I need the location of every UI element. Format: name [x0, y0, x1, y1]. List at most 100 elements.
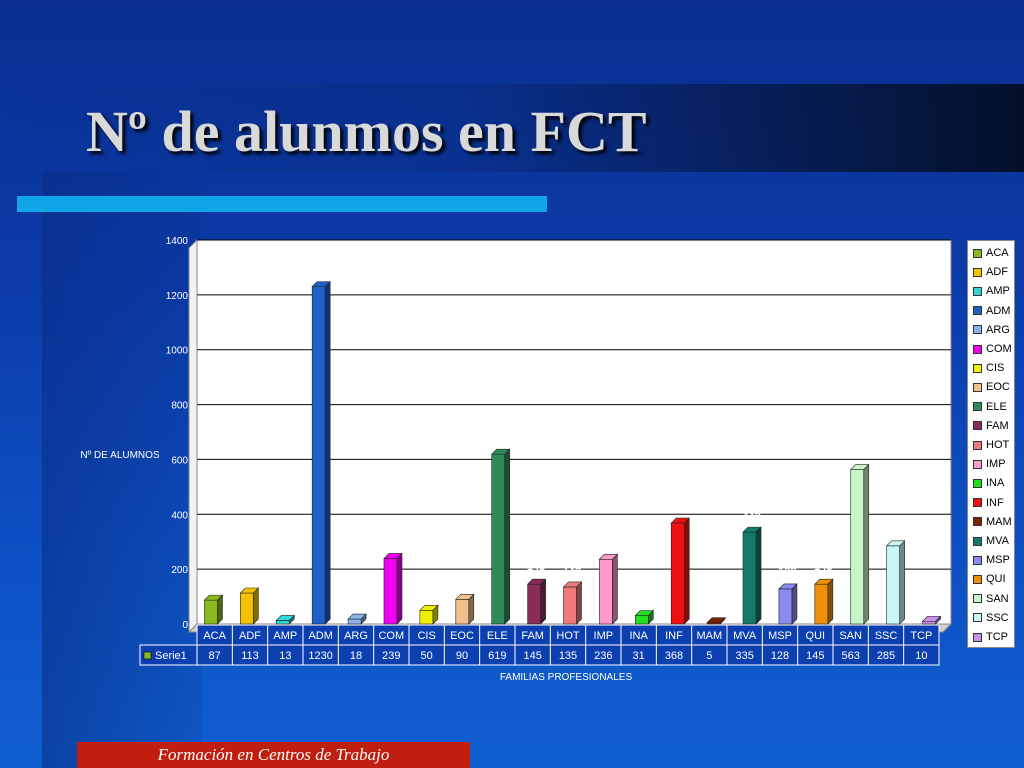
legend-label: QUI [986, 573, 1006, 586]
data-label: 128 [778, 566, 796, 578]
bar-side [253, 587, 259, 625]
table-value: 87 [209, 650, 221, 662]
bar-top [634, 610, 655, 616]
chart-legend: ACA ADF AMP ADM ARG COM CIS EOC ELE FAM HOT IMP INA I… [967, 240, 1015, 648]
bar [814, 583, 829, 625]
bar-side [683, 517, 690, 625]
bar [670, 522, 685, 625]
bar-top [347, 613, 367, 620]
data-label: 10 [925, 598, 937, 610]
legend-item: INA [973, 477, 1004, 489]
data-label: 285 [886, 523, 904, 535]
legend-swatch [973, 555, 982, 565]
legend-label: INF [986, 496, 1004, 509]
data-label: 135 [563, 564, 581, 576]
legend-item: ACA [973, 247, 1009, 259]
bar-side [863, 463, 870, 625]
bar-top [490, 448, 511, 455]
table-value: 335 [735, 650, 753, 662]
data-label: 619 [491, 431, 509, 443]
y-tick-label: 800 [171, 401, 188, 412]
bar-side [324, 280, 331, 625]
data-label: 236 [599, 536, 617, 548]
bar-side [612, 553, 618, 625]
table-category: COM [378, 630, 404, 642]
table-category: MVA [733, 630, 757, 642]
table-category: SAN [839, 630, 862, 642]
bar [742, 531, 757, 625]
bar-top [598, 553, 619, 560]
bar [922, 620, 936, 625]
bar-top [885, 540, 906, 547]
bar [275, 620, 290, 625]
table-category: EOC [450, 630, 474, 642]
bar-side [504, 448, 510, 625]
table-category: TCP [910, 630, 932, 642]
legend-label: HOT [986, 439, 1010, 451]
table-value: 50 [421, 650, 433, 662]
data-label: 335 [742, 509, 760, 521]
bar-side [791, 583, 798, 625]
table-value: 619 [488, 650, 506, 662]
table-value: 145 [806, 650, 824, 662]
legend-label: MAM [986, 515, 1012, 528]
legend-swatch [973, 517, 982, 527]
data-label: 113 [240, 570, 258, 582]
y-tick-label: 600 [171, 455, 188, 466]
table-value: 5 [706, 650, 712, 662]
table-value: 128 [771, 650, 789, 662]
bar-top [742, 526, 762, 533]
plot-side-wall [188, 238, 198, 634]
table-category: ADF [239, 630, 261, 642]
legend-item: ADM [973, 305, 1010, 317]
legend-swatch [973, 382, 982, 392]
table-category: SSC [875, 630, 898, 642]
legend-item: TCP [973, 631, 1008, 643]
legend-label: CIS [986, 362, 1005, 375]
legend-label: FAM [986, 419, 1009, 432]
bar [419, 609, 434, 625]
y-tick-label: 1200 [166, 291, 189, 302]
table-category: ADM [308, 630, 332, 642]
data-label: 145 [814, 561, 832, 573]
legend-label: TCP [986, 631, 1008, 643]
legend-item: MSP [973, 554, 1010, 566]
bar-top [670, 517, 690, 524]
table-value: 90 [456, 650, 468, 662]
bar [455, 599, 470, 625]
bar-top [850, 464, 870, 470]
table-value: 236 [594, 650, 612, 662]
legend-label: COM [986, 343, 1012, 355]
legend-label: MVA [986, 535, 1010, 547]
table-category: QUI [806, 630, 826, 642]
data-label: 5 [713, 600, 719, 612]
table-category: MAM [696, 630, 722, 642]
data-label: 1230 [308, 264, 332, 276]
bar [311, 286, 326, 625]
bar [599, 558, 613, 625]
y-axis-title: Nº DE ALUMNOS [80, 450, 160, 461]
data-label: 13 [279, 597, 291, 609]
y-tick-label: 1400 [166, 236, 189, 247]
legend-label: ELE [986, 400, 1007, 413]
bar [778, 588, 793, 625]
table-value: 13 [279, 650, 291, 662]
data-label: 563 [850, 447, 868, 459]
legend-swatch [973, 306, 982, 316]
table-value-row [139, 644, 940, 666]
table-category: INA [629, 630, 648, 642]
bar-top [383, 553, 403, 559]
table-value: 145 [523, 650, 541, 662]
bar-top [814, 578, 834, 585]
y-tick-label: 0 [182, 620, 188, 631]
data-label: 87 [207, 577, 219, 589]
table-category: INF [665, 630, 683, 642]
legend-swatch [973, 478, 982, 488]
table-value: 239 [382, 650, 400, 662]
bar-top [778, 583, 798, 590]
bar-side [755, 526, 762, 625]
y-tick-label: 200 [171, 565, 188, 576]
legend-swatch [973, 632, 982, 642]
legend-item: HOT [973, 439, 1009, 451]
